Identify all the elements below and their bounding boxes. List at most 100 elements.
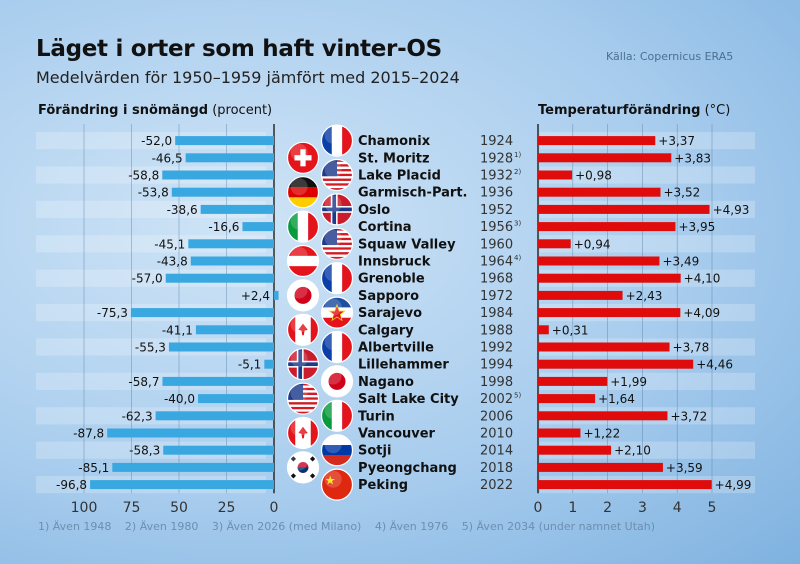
usa-flag-icon [320, 227, 354, 260]
france-flag-icon [320, 330, 354, 364]
snow-value-label: -57,0 [132, 272, 163, 286]
snow-bar [107, 428, 275, 438]
temp-bar [538, 136, 656, 146]
footnote-ref: 5) [514, 392, 521, 400]
temp-value-label: +3,95 [678, 220, 715, 234]
france-flag-icon [320, 262, 354, 295]
city-name: Chamonix [358, 134, 431, 149]
snow-value-label: -87,8 [73, 427, 104, 441]
olympic-year: 2002 [480, 392, 513, 407]
olympic-year: 1928 [480, 151, 513, 166]
snow-bar [130, 308, 274, 318]
temp-bar [538, 394, 596, 404]
snow-value-label: -38,6 [167, 203, 198, 217]
snow-value-label: -40,0 [164, 392, 195, 406]
temp-value-label: +0,94 [574, 237, 611, 251]
city-name: Squaw Valley [358, 237, 456, 252]
olympic-year: 1936 [480, 186, 513, 201]
temp-bar [538, 462, 663, 472]
switzerland-flag-icon [286, 141, 320, 174]
snow-bar [162, 376, 274, 386]
olympic-year: 1988 [480, 323, 513, 338]
olympic-year: 2018 [480, 461, 513, 476]
temp-bar [538, 411, 668, 421]
snow-chart-title: Förändring i snömängd (procent) [38, 103, 272, 118]
temp-value-label: +4,10 [684, 272, 721, 286]
temp-tick-label: 4 [673, 500, 682, 516]
temp-value-label: +3,72 [670, 409, 707, 423]
footnote-ref: 3) [514, 220, 521, 228]
city-name: Salt Lake City [358, 392, 459, 407]
china-flag-icon: ★ [320, 468, 354, 501]
olympic-year: 1932 [480, 169, 513, 184]
snow-value-label: -96,8 [56, 478, 87, 492]
footnotes: 1) Även 1948 2) Även 1980 3) Även 2026 (… [38, 520, 665, 533]
temp-bar [538, 170, 573, 180]
temp-bar [538, 273, 681, 283]
city-name: Vancouver [358, 427, 436, 442]
norway-flag-icon [320, 193, 354, 226]
temp-value-label: +3,78 [673, 341, 710, 355]
olympic-year: 1984 [480, 306, 513, 321]
usa-flag-icon [286, 382, 320, 415]
footnote-ref: 2) [514, 168, 521, 176]
source-note: Källa: Copernicus ERA5 [606, 50, 734, 63]
temp-tick-label: 5 [708, 500, 717, 516]
temp-value-label: +3,83 [674, 151, 711, 165]
snow-bar [200, 204, 274, 214]
olympic-year: 1998 [480, 375, 513, 390]
row-stripe [540, 166, 755, 184]
temp-unit: (°C) [704, 103, 731, 118]
city-name: Sotji [358, 444, 391, 459]
olympic-year: 1994 [480, 358, 513, 373]
olympic-year: 1972 [480, 289, 513, 304]
snow-bar [264, 359, 274, 369]
snow-tick-label: 0 [270, 500, 279, 516]
snow-value-label: -5,1 [238, 358, 261, 372]
snow-bar [242, 222, 274, 232]
snow-bar [195, 325, 274, 335]
temp-value-label: +3,52 [663, 186, 700, 200]
austria-flag-icon [286, 244, 320, 278]
temp-value-label: +3,37 [658, 134, 695, 148]
temp-value-label: +1,22 [583, 427, 620, 441]
chart-subtitle: Medelvärden för 1950–1959 jämfört med 20… [36, 68, 460, 87]
norway-flag-icon [286, 348, 320, 381]
temp-bar [538, 376, 608, 386]
snow-value-label: -46,5 [152, 151, 183, 165]
footnote-ref: 4) [514, 254, 521, 262]
city-name: Albertville [358, 341, 434, 356]
city-name: St. Moritz [358, 151, 430, 166]
temp-value-label: +0,31 [552, 323, 589, 337]
olympic-year: 1960 [480, 237, 513, 252]
temp-tick-label: 1 [568, 500, 577, 516]
temp-tick-label: 3 [638, 500, 647, 516]
temp-bar [538, 342, 670, 352]
snow-bar [165, 273, 274, 283]
temp-bar [538, 222, 676, 232]
city-name: Oslo [358, 203, 390, 218]
snow-value-label: -52,0 [141, 134, 172, 148]
city-name: Sapporo [358, 289, 419, 304]
temp-tick-label: 0 [534, 500, 543, 516]
olympic-year: 1924 [480, 134, 513, 149]
snow-bar [168, 342, 274, 352]
city-name: Grenoble [358, 272, 425, 287]
snow-value-label: -85,1 [78, 461, 109, 475]
russia-flag-icon [320, 434, 354, 467]
snow-bar [162, 170, 274, 180]
city-name: Calgary [358, 323, 414, 338]
footnote: 4) Även 1976 [374, 520, 449, 533]
temp-value-label: +4,93 [713, 203, 750, 217]
olympic-year: 2010 [480, 427, 513, 442]
olympic-year: 1952 [480, 203, 513, 218]
snow-bar [175, 136, 274, 146]
temp-bar [538, 325, 549, 335]
temp-value-label: +2,43 [626, 289, 663, 303]
temp-value-label: +1,64 [598, 392, 635, 406]
city-name: Turin [358, 409, 395, 424]
snow-tick-label: 75 [123, 500, 141, 516]
snow-bar [198, 394, 274, 404]
temp-bar [538, 480, 712, 490]
